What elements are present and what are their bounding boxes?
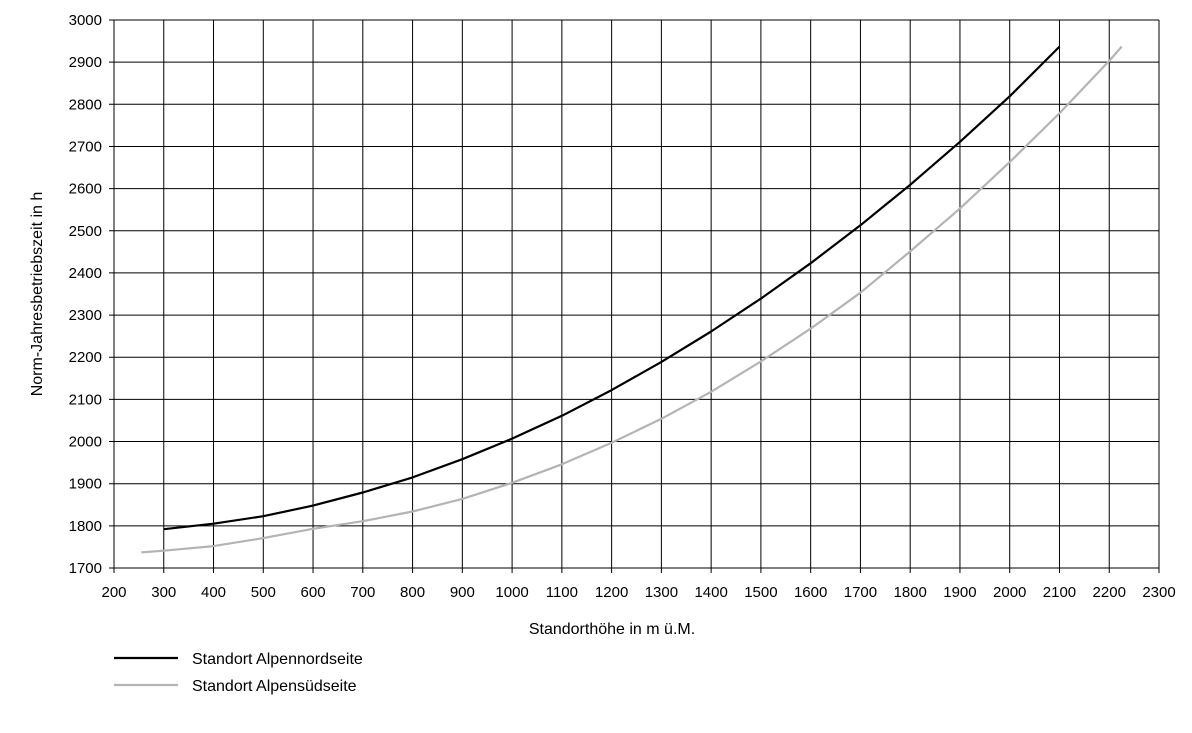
y-tick-label: 2100 [69,391,102,408]
x-tick-label: 2100 [1043,584,1076,601]
x-tick-label: 2300 [1142,584,1175,601]
x-tick-label: 400 [201,584,226,601]
y-tick-label: 2800 [69,96,102,113]
grid-lines [109,19,1160,573]
x-tick-label: 1000 [495,584,528,601]
x-tick-label: 600 [301,584,326,601]
legend-label-1: Standort Alpennordseite [192,651,363,668]
y-tick-label: 2400 [69,265,102,282]
x-tick-label: 1800 [894,584,927,601]
y-tick-label: 2000 [69,434,102,451]
y-tick-label: 1700 [69,560,102,577]
x-tick-label: 1400 [694,584,727,601]
x-tick-label: 2000 [993,584,1026,601]
x-axis-ticks: 200 300 400 500 600 700 800 900 1000 1100 1200 1300… [101,584,1175,601]
y-tick-label: 3000 [69,12,102,29]
series-line-1 [163,45,1061,531]
y-tick-label: 1800 [69,518,102,535]
y-axis-label: Norm-Jahresbetriebszeit in h [29,192,46,397]
legend-label-2: Standort Alpensüdseite [192,678,357,695]
x-tick-label: 1700 [844,584,877,601]
y-tick-label: 2600 [69,181,102,198]
legend: Standort Alpennordseite Standort Alpensüd… [114,651,363,695]
y-tick-label: 2300 [69,307,102,324]
x-tick-label: 500 [251,584,276,601]
x-tick-label: 1200 [595,584,628,601]
x-tick-label: 1300 [645,584,678,601]
x-tick-label: 1600 [794,584,827,601]
x-tick-label: 1500 [744,584,777,601]
y-axis-ticks: 1700 1800 1900 2000 2100 2200 2300 2400 2500 2600… [69,12,102,577]
x-tick-label: 2200 [1093,584,1126,601]
x-tick-label: 200 [101,584,126,601]
y-tick-label: 2500 [69,223,102,240]
x-tick-label: 900 [450,584,475,601]
y-tick-label: 1900 [69,476,102,493]
y-tick-label: 2700 [69,138,102,155]
y-tick-label: 2200 [69,349,102,366]
x-tick-label: 700 [350,584,375,601]
x-axis-label: Standorthöhe in m ü.M. [529,621,695,638]
x-tick-label: 300 [151,584,176,601]
x-tick-label: 1100 [546,584,578,601]
y-tick-label: 2900 [69,54,102,71]
x-tick-label: 800 [400,584,425,601]
x-tick-label: 1900 [943,584,976,601]
series-lines [141,45,1123,554]
series-line-2 [141,45,1123,554]
